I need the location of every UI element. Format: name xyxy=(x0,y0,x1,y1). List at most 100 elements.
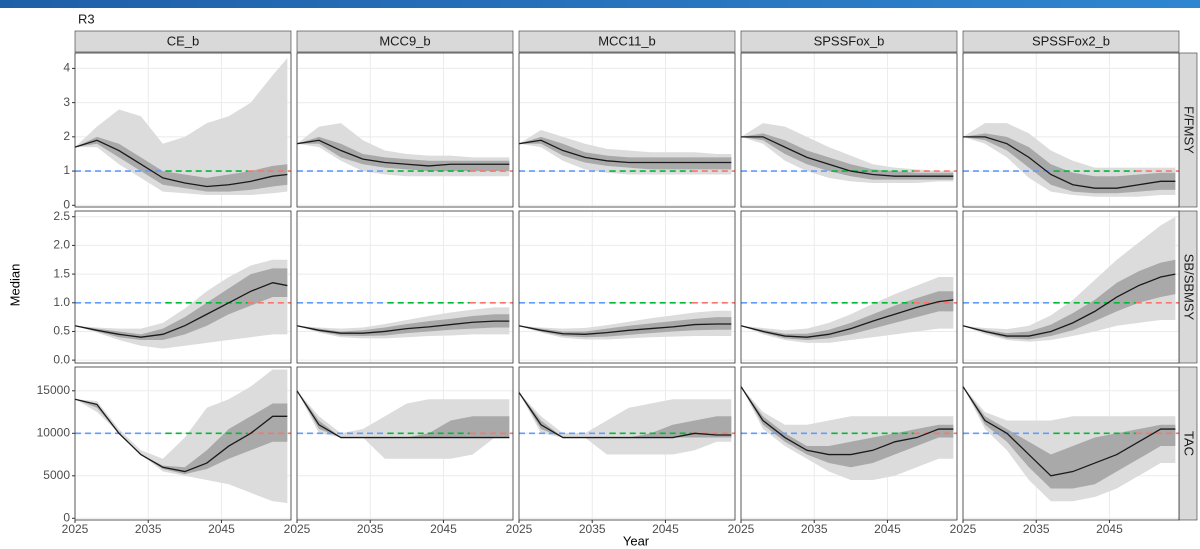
panel-background xyxy=(519,211,735,363)
median-line xyxy=(296,139,510,167)
facet-strip xyxy=(74,30,292,53)
y-tick-label: 1 xyxy=(63,163,70,177)
facet-label: TAC xyxy=(1182,431,1197,456)
facet-label: CE_b xyxy=(167,33,200,48)
inner-band xyxy=(741,291,954,341)
inner-band xyxy=(519,136,732,170)
median-line xyxy=(518,392,732,439)
x-tick-label: 2025 xyxy=(62,522,89,536)
panel-border xyxy=(518,210,736,364)
x-tick-label: 2025 xyxy=(506,522,533,536)
median-line xyxy=(518,139,732,164)
y-tick-label: 2.0 xyxy=(53,238,70,252)
median-line xyxy=(74,139,288,188)
facet-strip xyxy=(296,30,514,53)
facet-label: SB/SBMSY xyxy=(1182,254,1197,321)
median-line xyxy=(296,390,510,439)
facet-strip xyxy=(740,30,958,53)
x-tick-label: 2035 xyxy=(135,522,162,536)
y-tick-label: 3 xyxy=(63,95,70,109)
outer-band xyxy=(297,390,510,459)
inner-band xyxy=(963,133,1176,194)
inner-band xyxy=(75,136,288,192)
panel-border xyxy=(74,52,292,208)
panel-border xyxy=(74,366,292,521)
x-axis-title: Year xyxy=(623,533,650,548)
median-line xyxy=(962,386,1176,477)
outer-band xyxy=(519,392,732,455)
facet-strip xyxy=(518,30,736,53)
panel-border xyxy=(296,52,514,208)
panel-border xyxy=(962,366,1180,521)
y-tick-label: 1.0 xyxy=(53,295,70,309)
x-tick-label: 2035 xyxy=(801,522,828,536)
x-tick-label: 2025 xyxy=(284,522,311,536)
inner-band xyxy=(297,136,510,172)
panel-border xyxy=(740,52,958,208)
inner-band xyxy=(741,386,954,468)
outer-band xyxy=(741,276,954,343)
y-tick-label: 10000 xyxy=(37,425,71,439)
facet-strip xyxy=(962,30,1180,53)
x-tick-label: 2025 xyxy=(728,522,755,536)
inner-band xyxy=(741,133,954,180)
header-bar xyxy=(0,0,1200,8)
outer-band xyxy=(741,123,954,184)
x-tick-label: 2045 xyxy=(652,522,679,536)
outer-band xyxy=(297,307,510,339)
panel-border xyxy=(518,366,736,521)
y-tick-label: 1.5 xyxy=(53,266,70,280)
facet-label: SPSSFox_b xyxy=(814,33,885,48)
facet-label: MCC9_b xyxy=(379,33,430,48)
panel-border xyxy=(962,52,1180,208)
inner-band xyxy=(75,268,288,341)
x-tick-label: 2045 xyxy=(1096,522,1123,536)
y-tick-label: 2.5 xyxy=(53,209,70,223)
inner-band xyxy=(75,399,288,475)
inner-band xyxy=(297,390,510,438)
inner-band xyxy=(519,392,732,438)
median-line xyxy=(74,398,288,473)
x-tick-label: 2045 xyxy=(208,522,235,536)
facet-label: MCC11_b xyxy=(598,33,656,48)
outer-band xyxy=(963,386,1176,502)
panel-border xyxy=(296,366,514,521)
inner-band xyxy=(963,386,1176,489)
inner-band xyxy=(297,314,510,337)
x-tick-label: 2025 xyxy=(950,522,977,536)
facet-label: SPSSFox2_b xyxy=(1032,33,1110,48)
x-tick-label: 2035 xyxy=(357,522,384,536)
panel-border xyxy=(296,210,514,364)
y-tick-label: 0.0 xyxy=(53,352,70,366)
x-tick-label: 2035 xyxy=(1023,522,1050,536)
chart-title: R3 xyxy=(78,11,95,26)
panel-background xyxy=(519,53,735,207)
y-tick-label: 4 xyxy=(63,61,70,75)
outer-band xyxy=(75,259,288,349)
median-line xyxy=(740,386,954,456)
panel-border xyxy=(740,366,958,521)
panel-background xyxy=(297,211,513,363)
y-tick-label: 0.5 xyxy=(53,324,70,338)
outer-band xyxy=(75,369,288,503)
median-line xyxy=(518,323,732,335)
panel-border xyxy=(740,210,958,364)
y-tick-label: 5000 xyxy=(43,468,70,482)
y-tick-label: 0 xyxy=(63,510,70,524)
y-tick-label: 2 xyxy=(63,129,70,143)
median-line xyxy=(296,320,510,334)
median-line xyxy=(962,273,1176,337)
x-tick-label: 2045 xyxy=(430,522,457,536)
outer-band xyxy=(963,216,1176,342)
y-axis-title: Median xyxy=(7,264,22,307)
panel-border xyxy=(518,52,736,208)
median-line xyxy=(74,282,288,338)
panel-border xyxy=(962,210,1180,364)
facet-label: F/FMSY xyxy=(1182,106,1197,154)
x-tick-label: 2045 xyxy=(874,522,901,536)
median-line xyxy=(963,136,1176,189)
y-tick-label: 0 xyxy=(63,197,70,211)
y-tick-label: 15000 xyxy=(37,383,71,397)
median-line xyxy=(741,136,954,177)
